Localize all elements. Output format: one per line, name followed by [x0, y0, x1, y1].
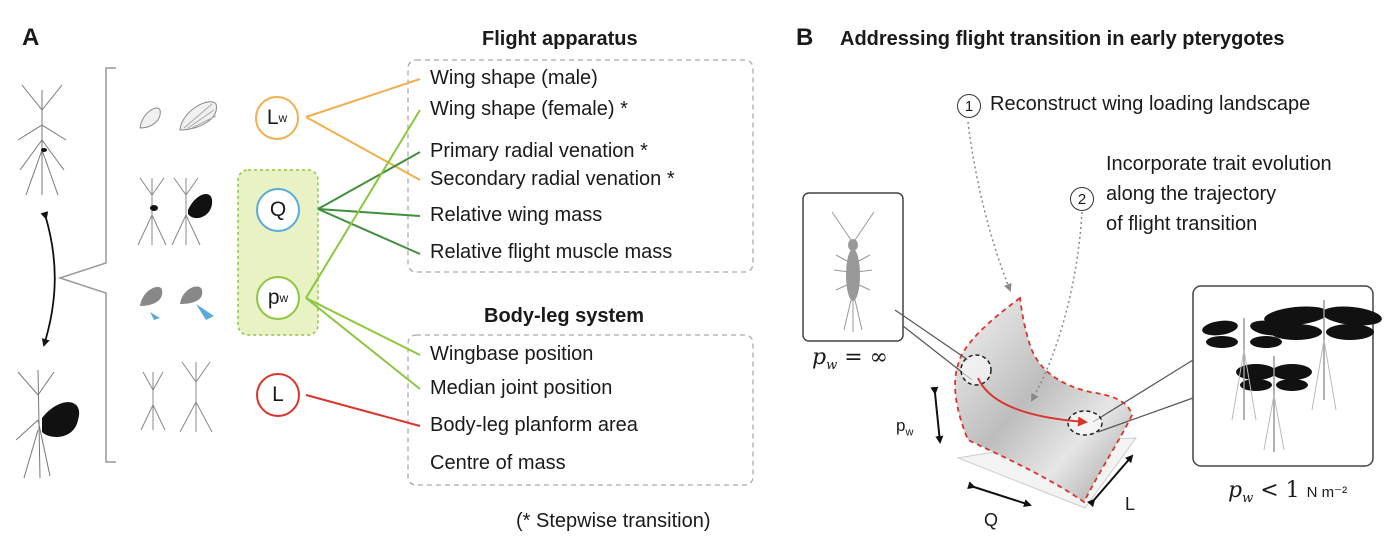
panel-b-label: B [796, 24, 814, 51]
insect-silhouette-icon [137, 177, 213, 246]
body-item-planform-area: Body-leg planform area [430, 414, 638, 436]
grouping-brace [57, 67, 116, 463]
q-axis-arrow [967, 481, 1032, 507]
left-eq-value: = ∞ [837, 345, 888, 370]
flight-item-primary-venation: Primary radial venation * [430, 140, 648, 162]
right-wing-loading-equation: pw < 1 N m⁻² [1228, 478, 1347, 506]
step2-text-line2: along the trajectory [1106, 183, 1277, 205]
stepwise-footnote: (* Stepwise transition) [516, 510, 711, 532]
param-q-circle: Q [256, 188, 300, 232]
param-lw-main: L [266, 106, 279, 129]
pw-axis-sub: w [905, 426, 914, 439]
body-leg-system-box [407, 334, 754, 486]
body-leg-system-heading: Body-leg system [484, 305, 645, 327]
pw-axis-label: pw [896, 416, 913, 438]
l-axis-label: L [1125, 494, 1136, 514]
step1-text: Reconstruct wing loading landscape [990, 93, 1311, 115]
start-point-marker [960, 354, 992, 386]
flight-item-wing-shape-male: Wing shape (male) [430, 67, 598, 89]
param-l-label: L [272, 383, 284, 406]
wing-area-icon [140, 286, 214, 320]
insect-silhouette-icon [17, 84, 67, 196]
body-item-median-joint: Median joint position [430, 377, 613, 399]
left-eq-p: p [812, 345, 827, 370]
flight-item-secondary-venation: Secondary radial venation * [430, 168, 675, 190]
param-pw-sub: w [279, 291, 289, 305]
insect-silhouette-icon [15, 369, 80, 479]
body-item-wingbase-position: Wingbase position [430, 343, 594, 365]
left-eq-sub: w [826, 358, 838, 373]
step2-pointer-arrow [1031, 211, 1083, 402]
param-l-circle: L [256, 373, 300, 417]
flight-transition-trajectory [977, 377, 1088, 427]
step1-number: 1 [957, 94, 981, 118]
flight-item-wing-shape-female: Wing shape (female) * [430, 98, 628, 120]
connector-lines [305, 78, 421, 427]
wing-outline-icon [139, 101, 217, 131]
param-pw-main: p [267, 286, 280, 309]
left-wing-loading-equation: pw = ∞ [812, 345, 888, 373]
step2-number: 2 [1070, 187, 1094, 211]
flight-apparatus-box [407, 59, 754, 273]
right-eq-p: p [1228, 478, 1243, 503]
flight-item-relative-muscle-mass: Relative flight muscle mass [430, 241, 673, 263]
dragonfly-icon [1202, 300, 1382, 452]
right-eq-value: < 1 [1253, 478, 1307, 503]
flight-apparatus-heading: Flight apparatus [482, 28, 638, 50]
pw-axis-arrow [930, 386, 944, 444]
insect-silhouette-icon [140, 361, 213, 433]
body-item-centre-of-mass: Centre of mass [430, 452, 566, 474]
end-point-marker [1067, 410, 1103, 436]
flight-item-relative-wing-mass: Relative wing mass [430, 204, 603, 226]
double-arrow-icon [40, 211, 56, 347]
param-lw-sub: w [278, 111, 288, 125]
step2-text-line3: of flight transition [1106, 213, 1258, 235]
l-axis-arrow [1087, 454, 1134, 508]
wing-loading-landscape [954, 296, 1138, 509]
q-axis-label: Q [984, 510, 999, 530]
silverfish-icon [831, 211, 875, 332]
pw-axis-main: p [896, 416, 906, 435]
right-eq-sub: w [1242, 491, 1254, 506]
step2-text-line1: Incorporate trait evolution [1106, 153, 1332, 175]
panel-a-label: A [22, 24, 40, 51]
param-q-label: Q [269, 198, 287, 221]
step1-pointer-arrow [967, 121, 1012, 292]
panel-b-title: Addressing flight transition in early pt… [840, 28, 1285, 50]
right-eq-unit: N m⁻² [1306, 484, 1348, 501]
